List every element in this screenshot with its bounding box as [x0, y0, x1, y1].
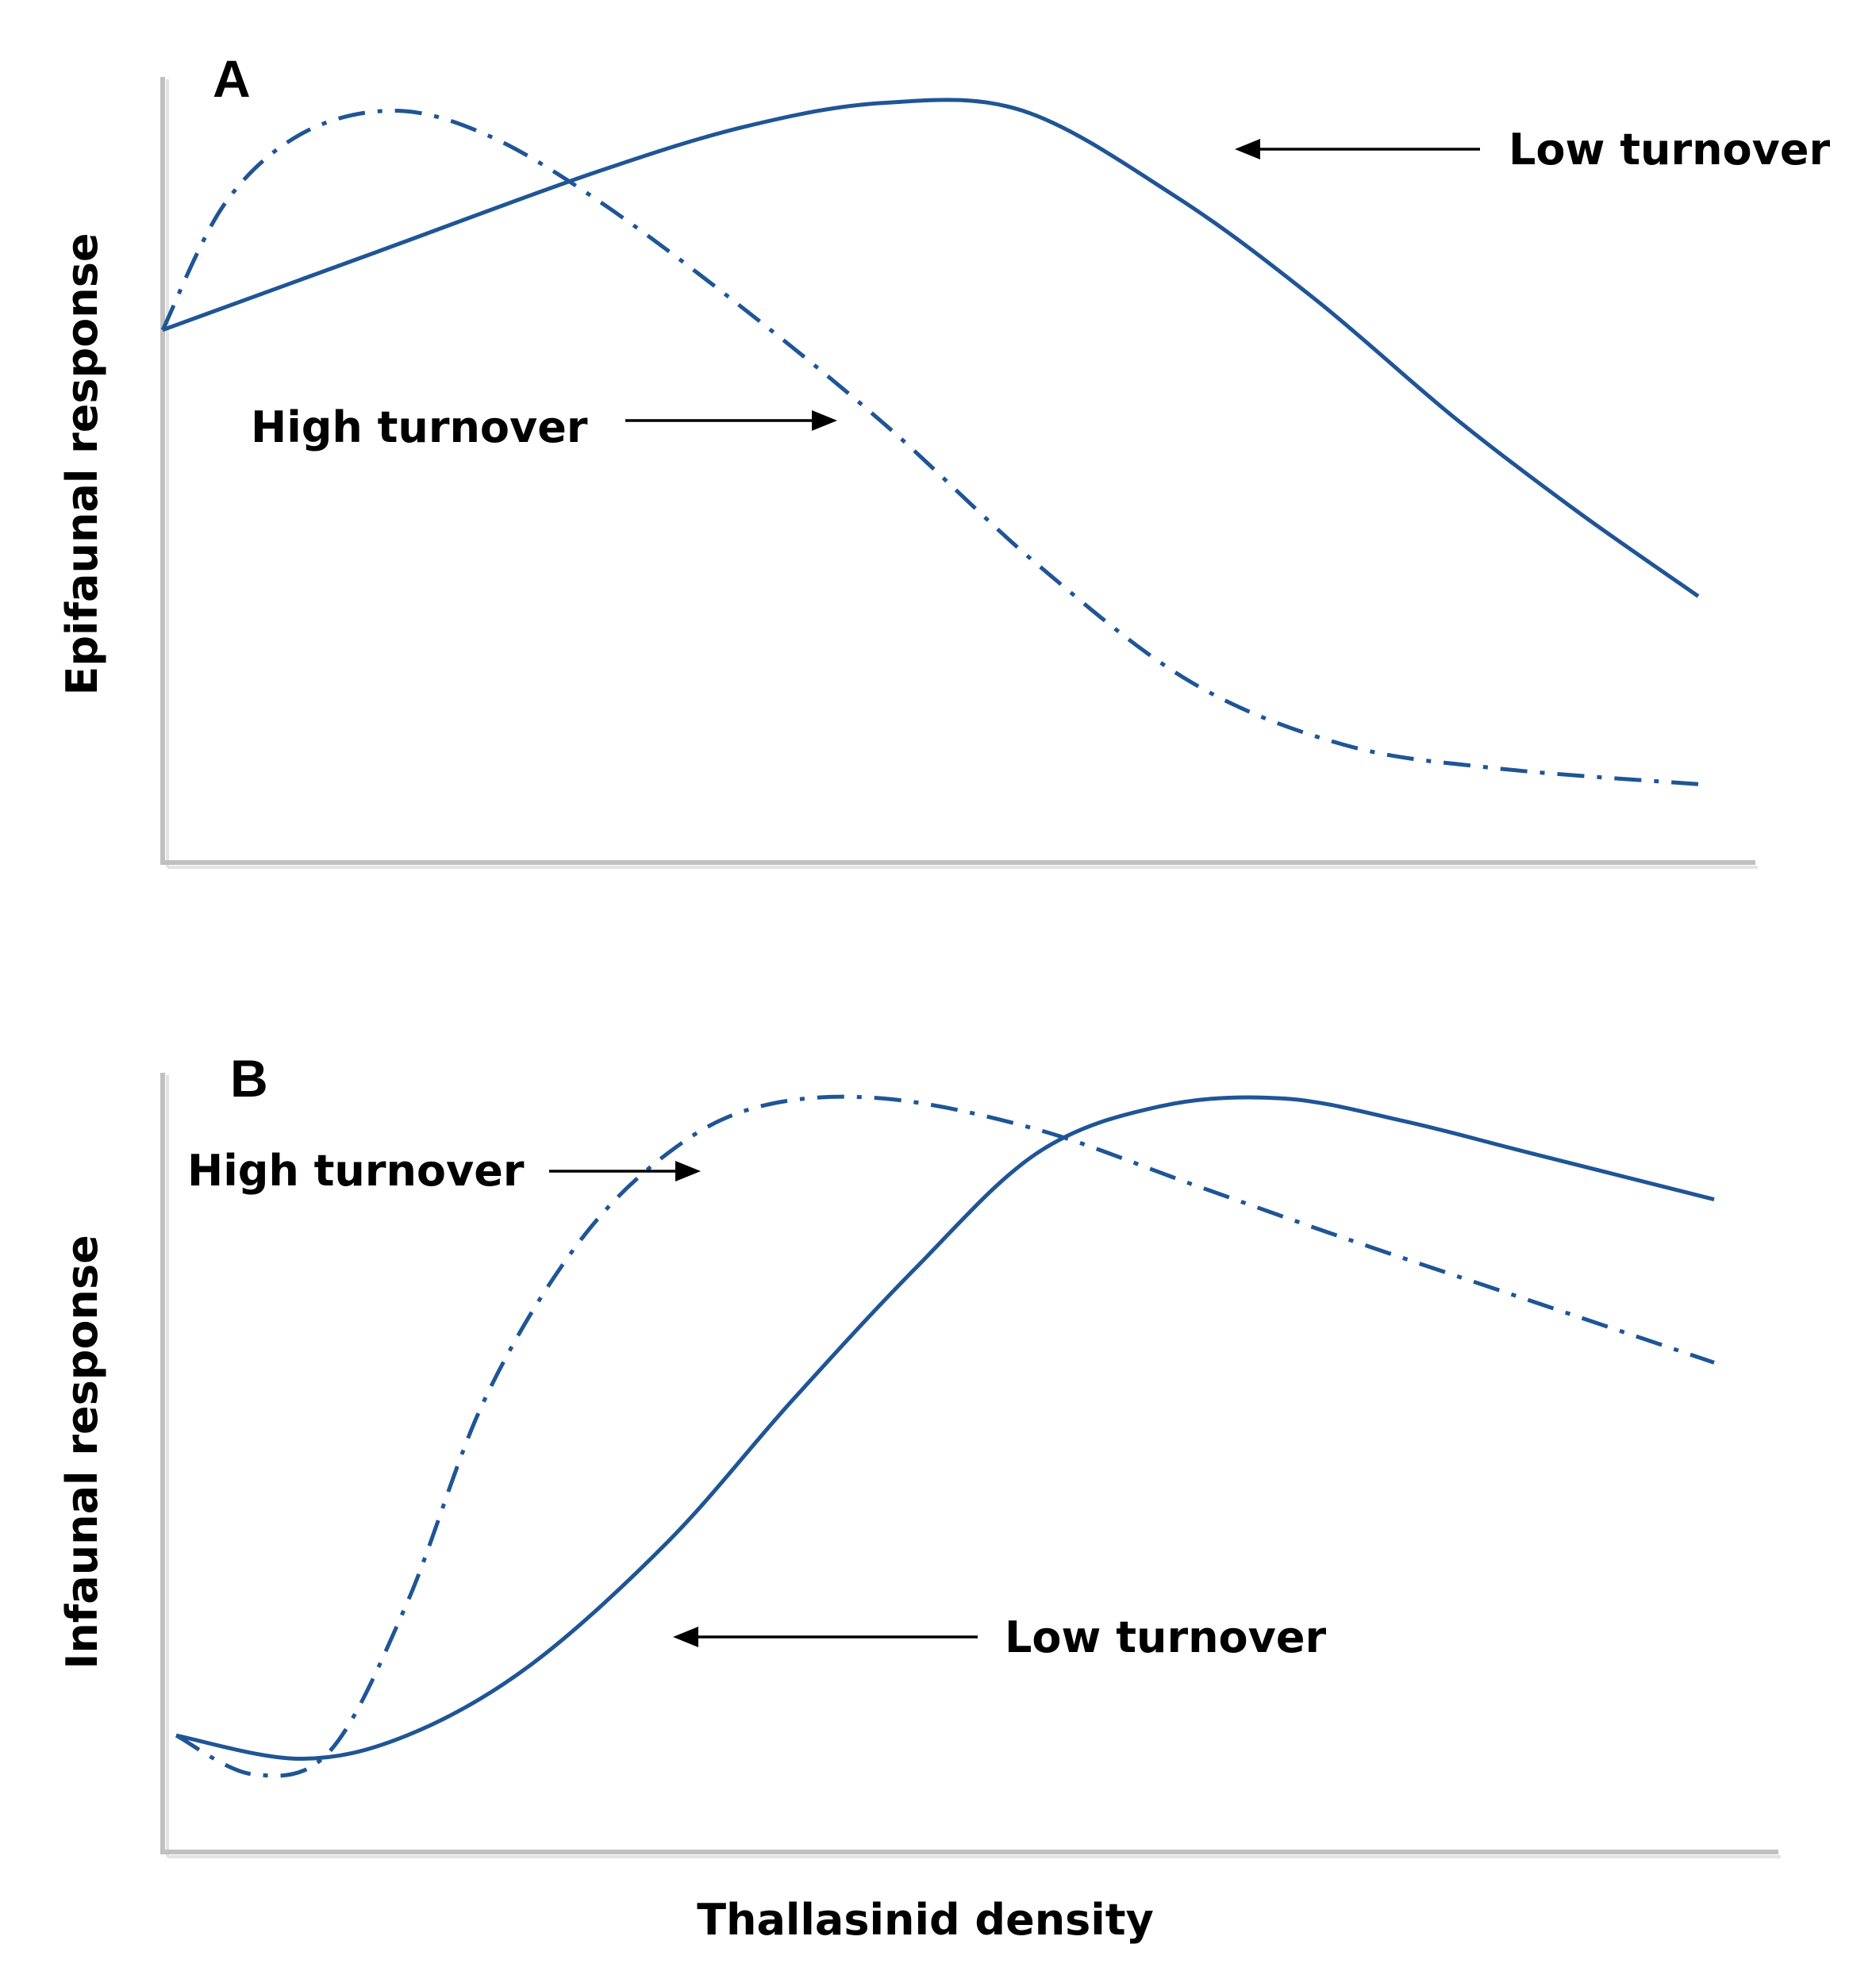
panel-a-high-turnover-label: High turnover — [251, 402, 588, 452]
panel-a-series-high-turnover — [160, 109, 1699, 786]
panel-b-letter: B — [230, 1049, 268, 1108]
panel-a-high-turnover-arrowhead-icon — [812, 410, 837, 431]
panel-a-low-turnover-arrowhead-icon — [1235, 139, 1260, 159]
x-axis-label: Thallasinid density — [697, 1895, 1154, 1945]
panel-b-annotation-high-turnover: High turnover — [187, 1146, 701, 1196]
panel-b-y-axis-label: Infaunal response — [57, 1235, 107, 1669]
panel-b: B Infaunal response High turnover Low tu… — [57, 1049, 1781, 1858]
panel-b-series-high-turnover — [175, 1094, 1715, 1778]
panel-b-low-turnover-label: Low turnover — [1005, 1612, 1326, 1662]
panel-a-y-axis-label: Epifaunal response — [57, 233, 107, 696]
panel-a-low-turnover-label: Low turnover — [1509, 125, 1830, 175]
panel-b-low-turnover-arrowhead-icon — [673, 1627, 698, 1647]
panel-a-annotation-high-turnover: High turnover — [251, 402, 837, 452]
panel-b-high-turnover-label: High turnover — [187, 1146, 525, 1196]
panel-a-series-low-turnover — [162, 98, 1700, 598]
panel-b-annotation-low-turnover: Low turnover — [673, 1612, 1326, 1662]
panel-b-series-low-turnover — [175, 1095, 1715, 1761]
panel-a-letter: A — [213, 49, 251, 108]
panel-b-high-turnover-arrowhead-icon — [675, 1161, 701, 1181]
panel-a: A Epifaunal response Low turnover High t… — [57, 49, 1830, 869]
panel-a-annotation-low-turnover: Low turnover — [1235, 125, 1830, 175]
